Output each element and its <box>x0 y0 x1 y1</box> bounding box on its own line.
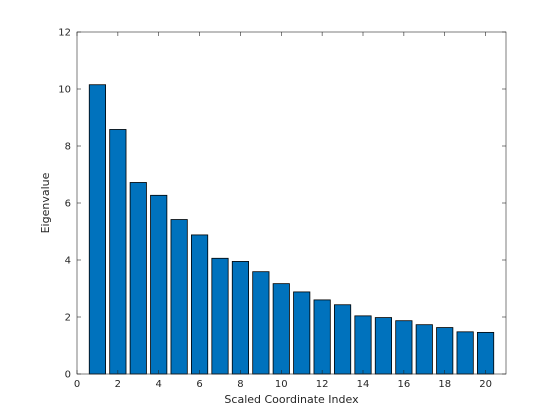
bar-15 <box>374 317 393 375</box>
bar-13 <box>333 304 352 375</box>
x-tick-label: 10 <box>275 379 288 390</box>
y-tick-label: 10 <box>58 85 71 96</box>
bar-19 <box>456 331 474 375</box>
bar-5 <box>170 219 188 375</box>
bar-9 <box>252 271 270 375</box>
y-tick-label: 4 <box>65 256 71 267</box>
bar-7 <box>211 257 229 375</box>
x-tick-label: 16 <box>397 379 410 390</box>
bar-18 <box>436 327 454 375</box>
bar-11 <box>293 291 311 375</box>
bar-12 <box>313 299 331 375</box>
bar-14 <box>354 315 372 375</box>
bar-20 <box>476 331 495 375</box>
plot-area <box>77 32 506 374</box>
axes-box <box>76 31 507 375</box>
y-axis-label: Eigenvalue <box>39 172 52 233</box>
bar-17 <box>415 324 433 375</box>
bar-10 <box>272 283 290 375</box>
ticks-group: 0 2 4 6 8 10 12 14 16 18 20 0 2 4 6 8 10 12 <box>58 28 506 390</box>
x-tick-label: 2 <box>115 379 121 390</box>
x-tick-label: 4 <box>156 379 162 390</box>
y-tick-label: 12 <box>58 28 71 39</box>
x-tick-label: 12 <box>316 379 329 390</box>
x-tick-label: 0 <box>74 379 80 390</box>
x-tick-label: 6 <box>196 379 202 390</box>
x-tick-label: 18 <box>438 379 451 390</box>
x-tick-label: 8 <box>237 379 243 390</box>
bar-3 <box>129 182 147 375</box>
y-tick-label: 8 <box>65 142 71 153</box>
y-tick-label: 2 <box>65 313 71 324</box>
x-axis-label: Scaled Coordinate Index <box>224 393 359 406</box>
bar-4 <box>150 194 168 375</box>
x-tick-label: 20 <box>479 379 492 390</box>
bar-8 <box>231 261 249 375</box>
bar-2 <box>109 129 127 375</box>
x-tick-label: 14 <box>357 379 370 390</box>
bar-6 <box>190 234 209 375</box>
bar-16 <box>395 320 413 375</box>
y-tick-label: 0 <box>65 370 71 381</box>
y-tick-label: 6 <box>65 199 71 210</box>
bars-group <box>88 84 495 375</box>
bar-1 <box>88 84 107 375</box>
